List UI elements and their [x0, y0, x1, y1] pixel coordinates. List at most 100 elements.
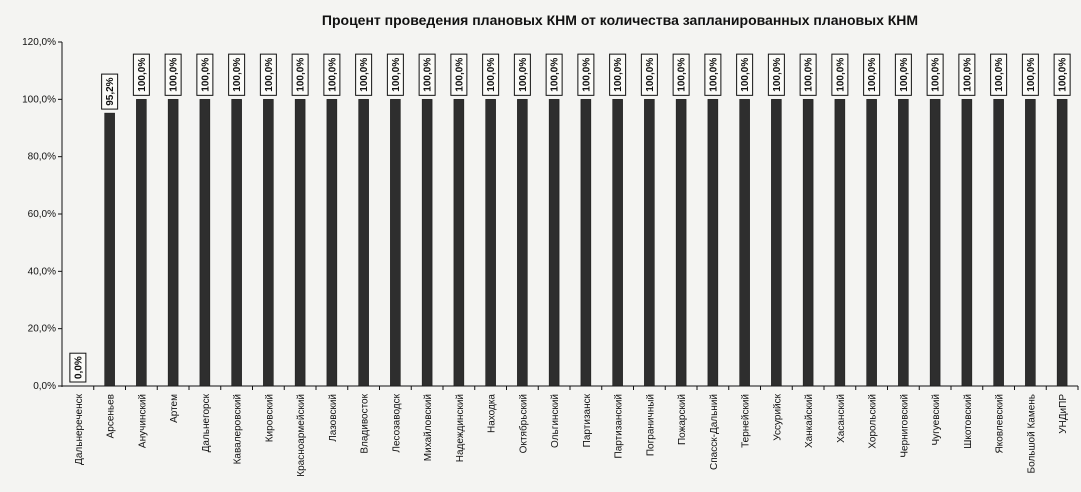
- data-label-text: 100,0%: [296, 58, 307, 92]
- data-label: 100,0%: [259, 53, 277, 96]
- data-label-text: 100,0%: [677, 58, 688, 92]
- data-label-box: [894, 53, 912, 96]
- data-label-text: 100,0%: [1058, 58, 1069, 92]
- data-label-box: [799, 53, 817, 96]
- data-label: 100,0%: [863, 53, 881, 96]
- data-label-text: 100,0%: [391, 58, 402, 92]
- data-label-box: [196, 53, 214, 96]
- data-label: 100,0%: [672, 53, 690, 96]
- data-label: 100,0%: [418, 53, 436, 96]
- bar: [358, 99, 369, 387]
- bar: [231, 99, 242, 387]
- bar: [993, 99, 1004, 387]
- data-label: 100,0%: [990, 53, 1008, 96]
- category-label: УНДиПР: [1058, 394, 1069, 434]
- category-label: Лазовский: [328, 394, 339, 442]
- category-label: Партизанск: [582, 393, 593, 447]
- bar: [453, 99, 465, 387]
- bar: [390, 99, 401, 387]
- category-label: Кавалеровский: [233, 394, 244, 464]
- data-label-box: [69, 352, 87, 383]
- y-tick-label: 0,0%: [33, 381, 56, 392]
- category-label: Хорольский: [868, 394, 879, 449]
- data-label-box: [450, 53, 468, 96]
- data-label-text: 100,0%: [835, 58, 846, 92]
- category-label: Большой Камень: [1026, 394, 1037, 473]
- y-axis-ticks: 0,0% 20,0% 40,0% 60,0% 80,0% 100,0% 120,0%: [22, 37, 62, 392]
- bar: [612, 99, 623, 387]
- data-label: 100,0%: [291, 53, 309, 96]
- data-label-text: 95,2%: [105, 77, 116, 105]
- data-label: 100,0%: [1021, 53, 1039, 96]
- data-label: 100,0%: [482, 53, 500, 96]
- bar: [961, 99, 973, 387]
- data-label-box: [259, 53, 277, 96]
- data-label-box: [672, 53, 690, 96]
- category-label: Ханкайский: [804, 394, 815, 448]
- data-label: 100,0%: [323, 53, 341, 96]
- category-label: Лесозаводск: [391, 393, 402, 452]
- data-label: 100,0%: [164, 53, 182, 96]
- bar: [1056, 99, 1068, 387]
- data-label: 100,0%: [450, 53, 468, 96]
- bar: [294, 99, 306, 387]
- category-label: Хасанский: [836, 394, 847, 443]
- data-label-text: 100,0%: [772, 58, 783, 92]
- bar: [898, 99, 909, 387]
- data-label-box: [482, 53, 500, 96]
- bar: [929, 99, 941, 387]
- data-label-text: 100,0%: [899, 58, 910, 92]
- data-label-text: 100,0%: [486, 58, 497, 92]
- data-label-box: [545, 53, 563, 96]
- data-label-box: [958, 53, 976, 96]
- data-label-text: 100,0%: [137, 58, 148, 92]
- data-label-text: 100,0%: [359, 58, 370, 92]
- bar: [802, 99, 814, 387]
- data-label-box: [228, 53, 246, 96]
- bar: [136, 99, 147, 387]
- data-label-text: 100,0%: [994, 58, 1005, 92]
- bar: [548, 99, 560, 387]
- category-label: Уссурийск: [772, 393, 783, 440]
- data-label: 100,0%: [831, 53, 849, 96]
- bar: [199, 99, 211, 387]
- bar: [866, 99, 877, 387]
- data-label-text: 100,0%: [962, 58, 973, 92]
- data-label: 100,0%: [1053, 53, 1071, 96]
- data-label: 100,0%: [132, 53, 150, 96]
- bar: [263, 99, 274, 387]
- category-label: Надеждинский: [455, 394, 466, 462]
- data-label-text: 100,0%: [613, 58, 624, 92]
- y-tick-label: 120,0%: [22, 37, 56, 48]
- data-label-text: 100,0%: [518, 58, 529, 92]
- data-label: 100,0%: [958, 53, 976, 96]
- data-label-box: [323, 53, 341, 96]
- data-label-text: 100,0%: [931, 58, 942, 92]
- data-label-text: 100,0%: [804, 58, 815, 92]
- data-label: 100,0%: [577, 53, 595, 96]
- data-label: 100,0%: [609, 53, 627, 96]
- data-label-text: 100,0%: [581, 58, 592, 92]
- data-label-text: 100,0%: [264, 58, 275, 92]
- data-label: 100,0%: [736, 53, 754, 96]
- data-label-text: 100,0%: [740, 58, 751, 92]
- data-label-text: 100,0%: [423, 58, 434, 92]
- data-label-box: [386, 53, 404, 96]
- data-label-box: [291, 53, 309, 96]
- data-label-text: 100,0%: [708, 58, 719, 92]
- bar: [517, 99, 528, 387]
- data-label-text: 100,0%: [550, 58, 561, 92]
- category-label: Ольгинский: [550, 394, 561, 448]
- bar: [707, 99, 719, 387]
- category-label: Кировский: [264, 394, 275, 442]
- data-label: 100,0%: [228, 53, 246, 96]
- data-label-box: [640, 53, 658, 96]
- bar: [739, 99, 750, 387]
- data-label: 100,0%: [926, 53, 944, 96]
- category-label: Пожарский: [677, 394, 688, 445]
- y-tick-label: 40,0%: [28, 266, 56, 277]
- category-label: Спасск-Дальний: [709, 394, 720, 470]
- bar: [104, 112, 115, 387]
- bar: [771, 99, 782, 387]
